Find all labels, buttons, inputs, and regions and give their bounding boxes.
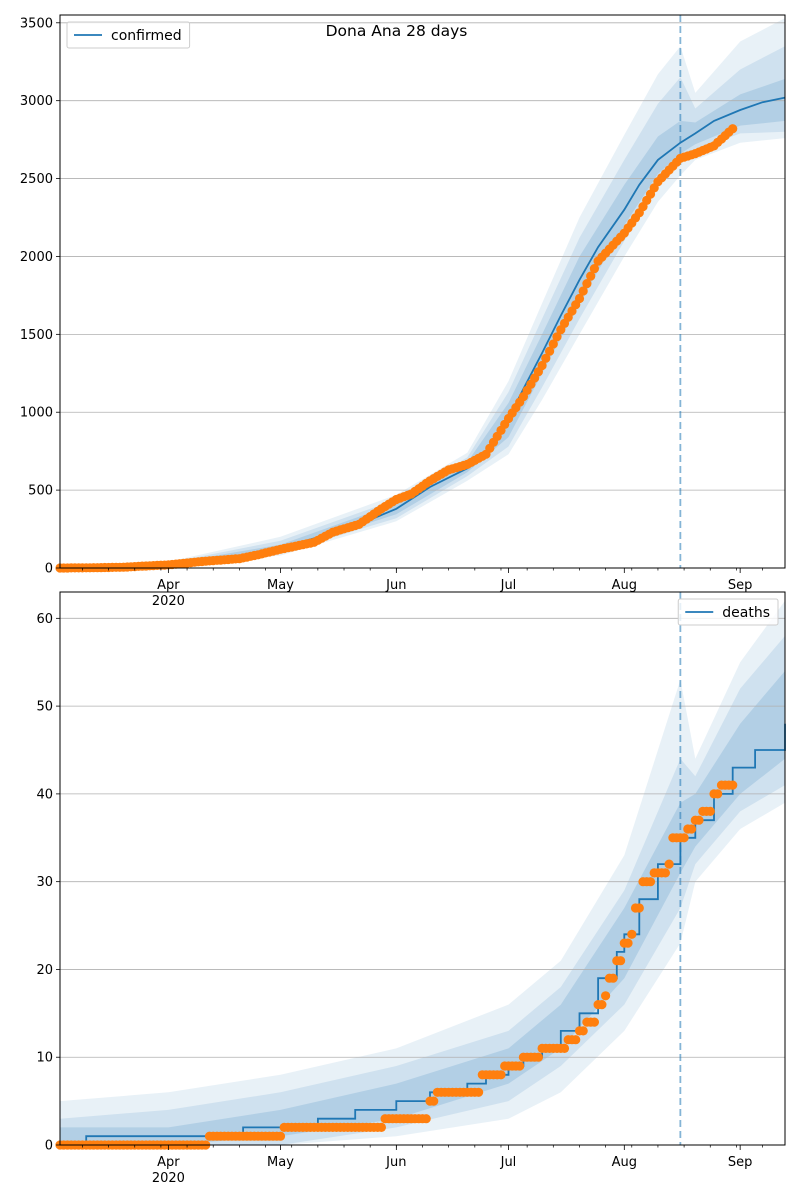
deaths-y-tick-label: 30 (36, 875, 53, 890)
deaths-observed-point (645, 877, 656, 887)
deaths-band-middle (60, 635, 785, 1145)
deaths-x-tick-label: Jun (385, 1155, 406, 1170)
deaths-observed-point (571, 1035, 581, 1045)
confirmed-y-tick-label: 1000 (20, 406, 53, 421)
deaths-observed-point (664, 859, 674, 869)
deaths-x-tick-label: Apr (157, 1155, 180, 1170)
confirmed-observed-point (578, 286, 588, 296)
confirmed-observed-point (545, 346, 555, 356)
confirmed-y-tick-label: 3500 (20, 16, 53, 31)
confirmed-x-tick-label: Apr (157, 578, 180, 593)
deaths-observed-point (694, 815, 704, 825)
chart-title: Dona Ana 28 days (326, 22, 468, 40)
confirmed-x-tick-label: Sep (728, 578, 753, 593)
deaths-observed-point (660, 868, 671, 878)
confirmed-x-tick-label: Jul (500, 578, 517, 593)
confirmed-y-tick-label: 2000 (20, 250, 53, 265)
deaths-observed-point (634, 903, 644, 913)
deaths-observed-point (705, 806, 715, 817)
confirmed-observed-point (552, 332, 562, 342)
deaths-y-tick-label: 0 (45, 1139, 53, 1154)
confirmed-observed-point (582, 279, 592, 289)
confirmed-y-tick-label: 2500 (20, 172, 53, 187)
deaths-observed-point (589, 1017, 600, 1027)
deaths-y-tick-label: 60 (36, 612, 53, 627)
deaths-x-tick-label: Sep (728, 1155, 753, 1170)
confirmed-observed-points (55, 124, 738, 573)
deaths-observed-point (559, 1043, 570, 1053)
confirmed-y-tick-label: 3000 (20, 94, 53, 109)
deaths-observed-point (623, 938, 633, 948)
confirmed-observed-point (541, 353, 551, 363)
deaths-band-outer (60, 600, 785, 1145)
deaths-y-axis: 0 10 20 30 40 50 60 (36, 612, 60, 1154)
confirmed-observed-point (586, 271, 596, 281)
deaths-observed-point (616, 956, 626, 966)
deaths-x-tick-label: May (267, 1155, 294, 1170)
deaths-observed-point (597, 1000, 607, 1010)
deaths-x-tick-sublabel: 2020 (152, 1171, 185, 1186)
deaths-observed-point (275, 1131, 286, 1141)
deaths-y-tick-label: 50 (36, 700, 53, 715)
confirmed-x-tick-label: May (267, 578, 294, 593)
deaths-x-tick-label: Aug (612, 1155, 637, 1170)
deaths-observed-point (474, 1087, 484, 1097)
deaths-y-tick-label: 10 (36, 1051, 53, 1066)
deaths-observed-point (429, 1096, 439, 1106)
deaths-observed-point (578, 1026, 588, 1036)
confirmed-legend-label: confirmed (111, 28, 182, 44)
deaths-observed-point (601, 991, 611, 1001)
confirmed-y-tick-label: 0 (45, 562, 53, 577)
deaths-observed-point (496, 1070, 506, 1080)
confirmed-band-inner (60, 78, 785, 569)
confirmed-legend-box (66, 21, 191, 49)
confirmed-observed-point (548, 339, 558, 349)
deaths-observed-point (515, 1061, 525, 1071)
confirmed-band-middle (60, 46, 785, 568)
deaths-observed-point (687, 824, 697, 834)
deaths-legend-box (677, 598, 779, 626)
confirmed-observed-point (728, 124, 738, 134)
deaths-observed-point (627, 929, 637, 939)
confirmed-x-tick-sublabel: 2020 (152, 594, 185, 609)
deaths-observed-point (533, 1052, 544, 1062)
deaths-observed-point (679, 833, 689, 843)
deaths-legend-label: deaths (722, 605, 770, 621)
deaths-y-tick-label: 40 (36, 787, 53, 802)
confirmed-y-tick-label: 1500 (20, 328, 53, 343)
confirmed-x-tick-label: Aug (612, 578, 637, 593)
confirmed-observed-point (589, 264, 600, 274)
deaths-observed-point (713, 789, 723, 799)
deaths-observed-point (608, 973, 618, 983)
deaths-legend: deaths (677, 598, 779, 626)
confirmed-x-tick-label: Jun (385, 578, 406, 593)
confirmed-observed-point (537, 360, 547, 371)
deaths-observed-point (421, 1114, 431, 1124)
confirmed-legend: confirmed (66, 21, 191, 49)
confirmed-bands (60, 18, 785, 569)
deaths-y-tick-label: 20 (36, 963, 53, 978)
confirmed-observed-point (574, 293, 585, 304)
deaths-observed-point (728, 780, 738, 790)
confirmed-y-tick-label: 500 (28, 484, 53, 499)
confirmed-y-axis: 0 500 1000 1500 2000 2500 3000 3500 (20, 16, 60, 577)
deaths-observed-point (376, 1122, 386, 1132)
deaths-x-tick-label: Jul (500, 1155, 517, 1170)
